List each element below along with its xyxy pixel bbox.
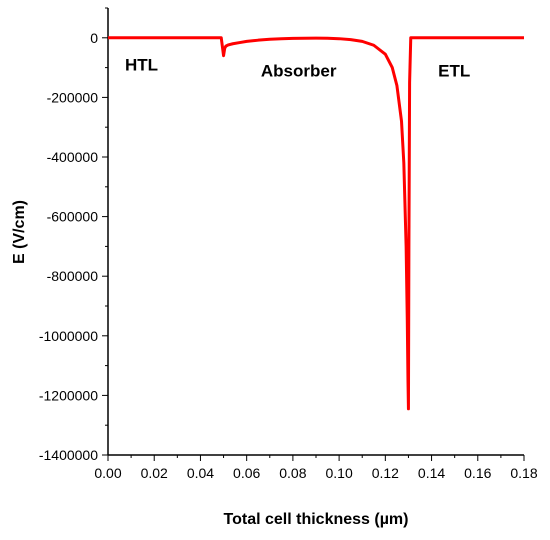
x-tick-label: 0.00: [94, 465, 121, 481]
y-tick-label: -1000000: [39, 328, 98, 344]
x-tick-label: 0.14: [418, 465, 445, 481]
y-tick-label: -1200000: [39, 387, 98, 403]
y-axis-title: E (V/cm): [11, 200, 28, 264]
tick-marks: [102, 7, 525, 461]
y-tick-label: -200000: [47, 89, 99, 105]
y-tick-labels: 0 -200000 -400000 -600000 -800000 -1000000 -12…: [39, 30, 98, 463]
series-line-electric-field: [108, 36, 524, 411]
region-label: ETL: [438, 62, 470, 81]
x-tick-label: 0.02: [141, 465, 168, 481]
x-tick-label: 0.10: [325, 465, 352, 481]
y-tick-label: -600000: [47, 209, 99, 225]
y-tick-label: 0: [90, 30, 98, 46]
x-tick-label: 0.16: [464, 465, 491, 481]
x-tick-label: 0.18: [510, 465, 537, 481]
y-tick-label: -1400000: [39, 447, 98, 463]
x-tick-label: 0.08: [279, 465, 306, 481]
x-axis-title: Total cell thickness (µm): [224, 511, 409, 528]
region-labels: HTL Absorber ETL: [125, 56, 470, 81]
region-label: Absorber: [261, 62, 337, 81]
y-tick-label: -400000: [47, 149, 99, 165]
region-label: HTL: [125, 56, 158, 75]
x-tick-labels: 0.00 0.02 0.04 0.06 0.08 0.10 0.12 0.14 0.16 0.18: [94, 465, 537, 481]
plot-area: [108, 8, 524, 455]
x-tick-label: 0.04: [187, 465, 214, 481]
x-tick-label: 0.06: [233, 465, 260, 481]
y-tick-label: -800000: [47, 268, 99, 284]
x-tick-label: 0.12: [372, 465, 399, 481]
